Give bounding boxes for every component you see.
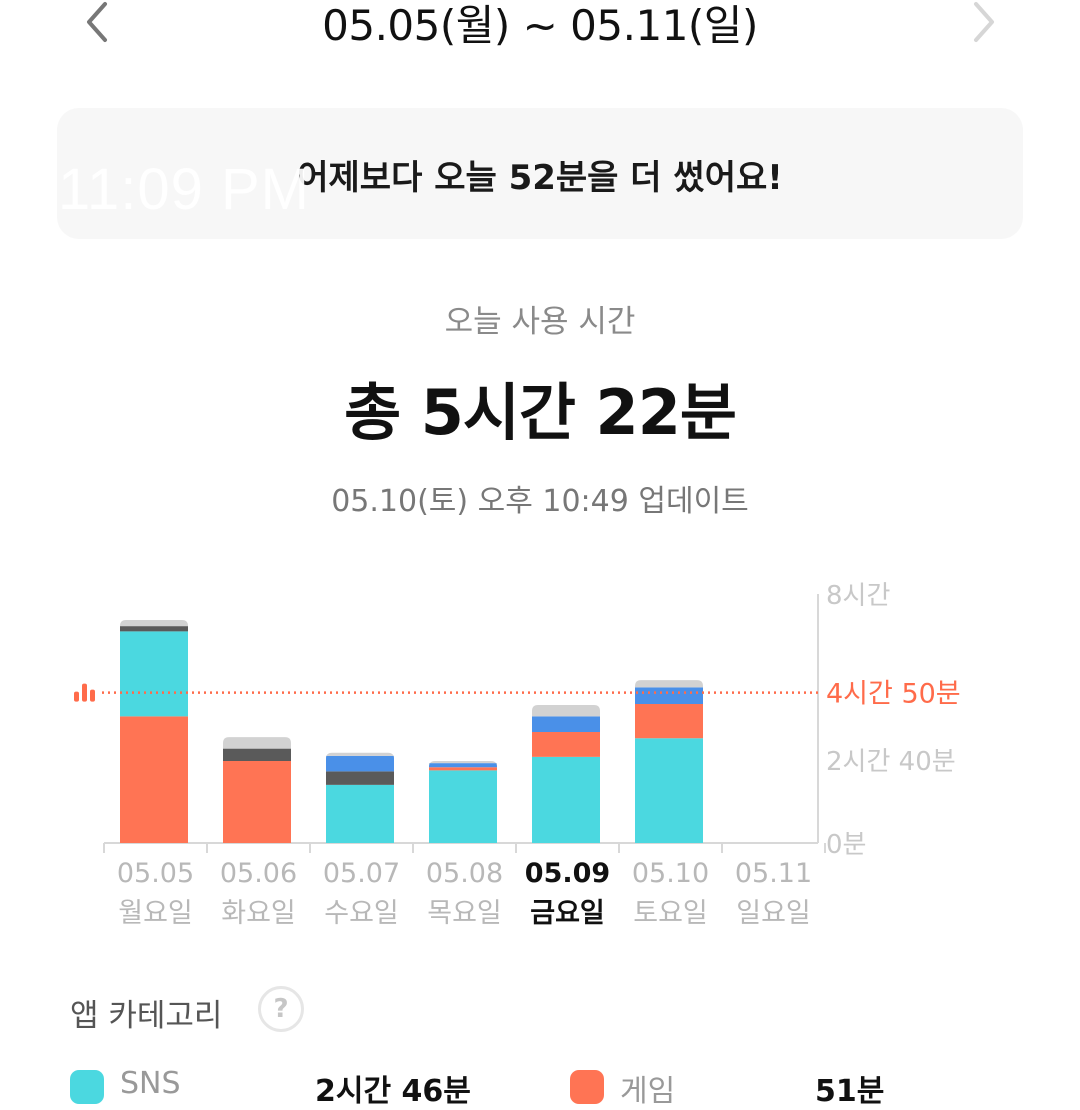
x-tick-date-label: 05.06 [220,858,297,889]
today-usage-total: 총 5시간 22분 [344,376,737,449]
bar-segment [635,687,703,704]
bar-segment [120,619,188,627]
comparison-text: 어제보다 오늘 52분을 더 썼어요! [297,158,783,198]
bar-segment [120,626,188,632]
x-tick-day-label: 목요일 [427,898,502,929]
y-tick-label: 8시간 [826,581,890,611]
bar-segment [532,756,600,843]
average-marker-icon [90,689,95,702]
x-tick-day-label: 월요일 [118,898,193,929]
bar-segment [429,763,497,768]
average-marker-icon [82,683,87,702]
bar-segment [635,738,703,843]
legend-name-game: 게임 [620,1074,676,1109]
x-tick-day-label: 수요일 [324,898,399,929]
previous-week-button[interactable] [76,0,116,44]
bar-segment [223,761,291,790]
bar-segment [326,752,394,759]
bar-segment [635,680,703,688]
game-color-swatch [570,1070,604,1104]
bar-segment [120,716,188,843]
bar-segment [223,737,291,749]
status-bar-time: 11:09 PM [58,157,310,222]
x-tick-day-label: 화요일 [221,898,296,929]
x-tick-date-label: 05.08 [426,858,503,889]
bar-segment [326,784,394,843]
chevron-right-icon [974,2,994,42]
bar-segment [532,705,600,717]
today-usage-label: 오늘 사용 시간 [444,304,636,340]
bar-segment [120,631,188,717]
legend-name-sns: SNS [120,1066,181,1101]
comparison-banner: 어제보다 오늘 52분을 더 썼어요! [57,108,1023,239]
bar-segment [635,703,703,739]
chevron-left-icon [87,2,107,42]
bar-segment [532,731,600,757]
x-tick-date-label: 05.07 [323,858,400,889]
x-tick-day-label: 금요일 [530,898,605,929]
app-category-title: 앱 카테고리 [70,998,223,1034]
update-timestamp: 05.10(토) 오후 10:49 업데이트 [331,484,749,519]
average-marker-icon [74,691,79,702]
bar-segment [326,755,394,772]
bar-segment [326,771,394,785]
x-tick-day-label: 토요일 [633,898,708,929]
bar-segment [429,767,497,771]
y-tick-label: 0분 [826,830,866,860]
bar-segment [223,789,291,843]
bar-segment [223,748,291,762]
weekly-usage-chart: 0분 2시간 40분 8시간 05.05 월요일 05.06 화요일 05.07 수요일 05.0… [74,581,961,929]
x-tick-date-label: 05.11 [735,858,812,889]
legend-time-game: 51분 [815,1074,885,1109]
next-week-button[interactable] [965,0,1005,44]
bar-segment [532,716,600,732]
sns-color-swatch [70,1070,104,1104]
x-tick-date-label: 05.05 [117,858,194,889]
y-tick-label: 2시간 40분 [826,747,956,777]
bar-segment [429,770,497,843]
bar-segment [429,761,497,768]
x-tick-date-label: 05.09 [525,858,610,889]
x-tick-date-label: 05.10 [632,858,709,889]
average-label: 4시간 50분 [826,679,961,710]
question-icon[interactable]: ? [258,986,304,1032]
category-legend: SNS 2시간 46분 게임 51분 [0,1060,1080,1109]
x-tick-day-label: 일요일 [736,898,811,929]
week-range: 05.05(월) ~ 05.11(일) [322,1,758,50]
legend-time-sns: 2시간 46분 [315,1074,471,1109]
